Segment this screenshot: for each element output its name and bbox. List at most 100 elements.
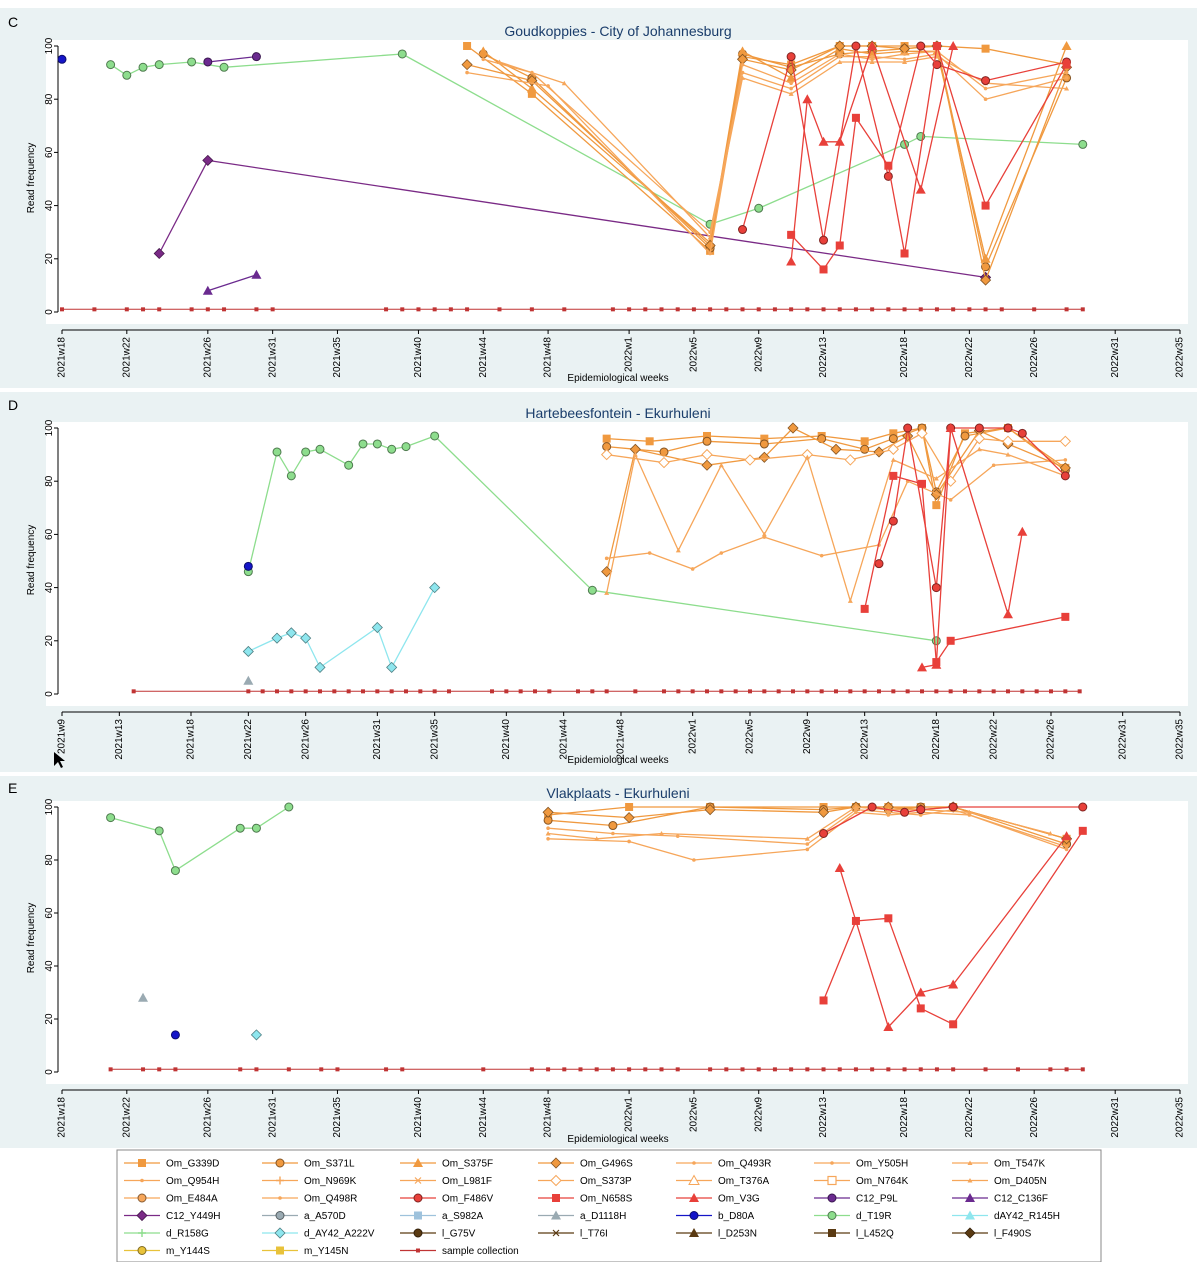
legend-entry-day42-r145h: dAY42_R145H <box>952 1210 1060 1222</box>
legend-swatch-marker <box>413 1228 423 1238</box>
point-sample-collection <box>260 689 265 694</box>
point-om-q493r <box>983 86 988 91</box>
point-om-q493r <box>690 567 695 571</box>
point-om-g339d <box>889 429 898 438</box>
point-sample-collection <box>189 307 194 312</box>
panel-d-x-tick-label: 2021w9 <box>57 719 68 754</box>
series-om-y505h <box>481 52 1069 234</box>
legend-entry-l-t76i: l_T76I <box>538 1229 608 1240</box>
legend-swatch-marker <box>274 1227 286 1239</box>
legend-entry-om-d405n: Om_D405N <box>952 1176 1047 1187</box>
point-om-t547k <box>788 91 794 96</box>
point-sample-collection <box>675 307 680 312</box>
series-c12-c136f <box>202 269 262 295</box>
point-om-v3g <box>834 862 845 872</box>
panel-d-x-tick-label: 2021w35 <box>429 719 440 760</box>
line-om-g339d <box>606 427 1066 506</box>
point-om-f486v <box>1078 802 1088 812</box>
point-om-q493r <box>1063 458 1068 462</box>
panel-c-xlabel: Epidemiological weeks <box>567 373 668 384</box>
point-sample-collection <box>416 307 421 312</box>
point-sample-collection <box>643 307 648 312</box>
point-sample-collection <box>837 307 842 312</box>
legend-swatch-marker <box>689 1211 699 1220</box>
point-om-f486v <box>1003 423 1013 433</box>
legend-swatch-marker <box>830 1161 834 1165</box>
panel-c-y-tick-label: 20 <box>44 253 55 265</box>
point-om-t547k <box>675 547 681 553</box>
panel-c-x-tick-label: 2021w31 <box>267 337 278 378</box>
panel-c-label: C <box>8 14 18 30</box>
point-sample-collection <box>719 689 724 694</box>
panel-d-axes: 0 20 40 60 80 100 2021w9 2021w13 2021w18 2021w22 2… <box>44 419 1186 759</box>
panel-e-plot-area <box>46 801 1188 1084</box>
panel-d-x-tick-label: 2022w1 <box>687 719 698 754</box>
point-om-v3g <box>948 979 959 989</box>
point-day42-r145h <box>242 645 254 658</box>
legend-entry-a-s982a: a_S982A <box>400 1211 483 1222</box>
point-om-q493r <box>675 834 680 838</box>
point-sample-collection <box>173 1067 178 1072</box>
point-sample-collection <box>805 307 810 312</box>
legend-entry-om-q954h: Om_Q954H <box>124 1176 219 1187</box>
panel-c-y-tick-label: 80 <box>44 93 55 105</box>
point-sample-collection <box>124 307 129 312</box>
series-om-v3g <box>834 831 1072 1031</box>
legend-label: Om_S375F <box>442 1159 493 1170</box>
point-om-y505h <box>546 837 550 841</box>
point-om-y505h <box>837 54 842 59</box>
point-om-n658s <box>949 1020 958 1029</box>
legend: Om_G339D Om_S371L Om_S375F Om_G496S Om_Q493R… <box>116 1149 1102 1262</box>
point-om-y505h <box>789 86 793 91</box>
panel-e-y-tick-label: 80 <box>44 854 55 866</box>
point-d-t19r <box>301 447 311 457</box>
point-om-g496s <box>758 451 770 463</box>
point-sample-collection <box>447 689 451 694</box>
point-sample-collection <box>529 307 534 312</box>
point-om-f486v <box>948 802 958 812</box>
panel-d-x-tick-label: 2022w35 <box>1175 719 1186 760</box>
legend-items: Om_G339D Om_S371L Om_S375F Om_G496S Om_Q493R… <box>124 1157 1060 1257</box>
point-om-t547k <box>632 452 638 457</box>
point-om-f486v <box>786 52 796 62</box>
line-c12-p9l <box>207 55 257 63</box>
point-sample-collection <box>346 689 351 694</box>
point-sample-collection <box>1006 689 1010 694</box>
legend-label: b_D80A <box>718 1211 754 1222</box>
point-sample-collection <box>848 689 853 694</box>
panel-c-y-tick-label: 60 <box>44 146 55 158</box>
point-sample-collection <box>497 307 502 312</box>
panel-c-x-tick-label: 2021w18 <box>57 337 68 378</box>
panel-e-axes: 0 20 40 60 80 100 2021w18 2021w22 2021w26 2021w31… <box>44 798 1186 1137</box>
point-sample-collection <box>756 1067 761 1072</box>
point-sample-collection <box>791 689 795 694</box>
legend-swatch-marker <box>413 1193 423 1203</box>
panel-e-x-tick-label: 2022w13 <box>818 1097 829 1138</box>
point-sample-collection <box>740 1067 745 1072</box>
panel-c-plot-area <box>46 40 1188 324</box>
point-om-f486v <box>819 829 829 838</box>
legend-label: Om_T547K <box>994 1159 1045 1170</box>
point-sample-collection <box>1048 1067 1053 1072</box>
point-sample-collection <box>920 689 924 694</box>
point-sample-collection <box>400 1067 405 1072</box>
point-d-t19r <box>397 49 407 59</box>
point-sample-collection <box>384 1067 389 1072</box>
point-om-f486v <box>819 235 829 245</box>
point-om-y505h <box>1064 76 1069 80</box>
panel-e-ylabel: Read frequency <box>26 903 37 974</box>
panel-e-y-tick-label: 100 <box>44 798 55 815</box>
point-sample-collection <box>604 689 609 694</box>
point-sample-collection <box>627 307 632 312</box>
point-d-t19r <box>587 585 597 595</box>
point-om-q493r <box>819 553 824 558</box>
panel-d-x-tick-label: 2021w44 <box>558 719 569 760</box>
point-sample-collection <box>448 307 453 312</box>
point-sample-collection <box>254 307 259 312</box>
point-om-g339d <box>527 89 536 98</box>
panel-e-label: E <box>8 780 17 796</box>
panel-c-x-tick-label: 2022w26 <box>1029 337 1040 378</box>
panel-c-x-tick-label: 2021w35 <box>332 337 343 378</box>
legend-swatch-marker <box>552 1229 560 1237</box>
point-om-s373p <box>658 456 670 469</box>
